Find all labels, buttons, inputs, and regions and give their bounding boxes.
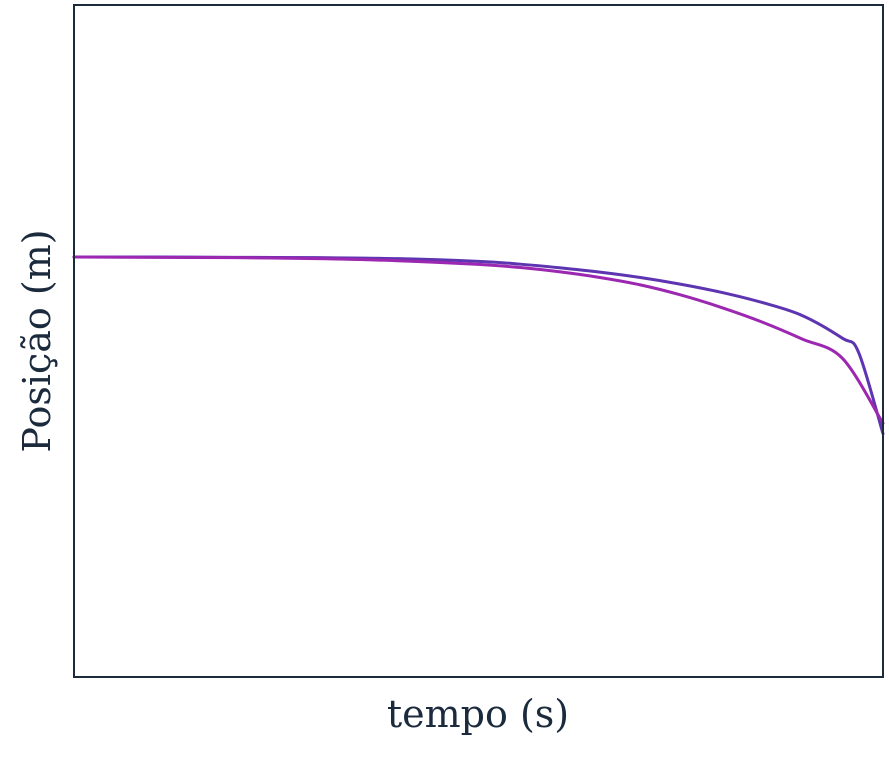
- y-axis-label: Posição (m): [15, 229, 59, 452]
- plot-area: [72, 255, 885, 436]
- series-line-2: [72, 255, 885, 425]
- plot-frame: [73, 4, 884, 678]
- x-axis-label: tempo (s): [387, 692, 569, 736]
